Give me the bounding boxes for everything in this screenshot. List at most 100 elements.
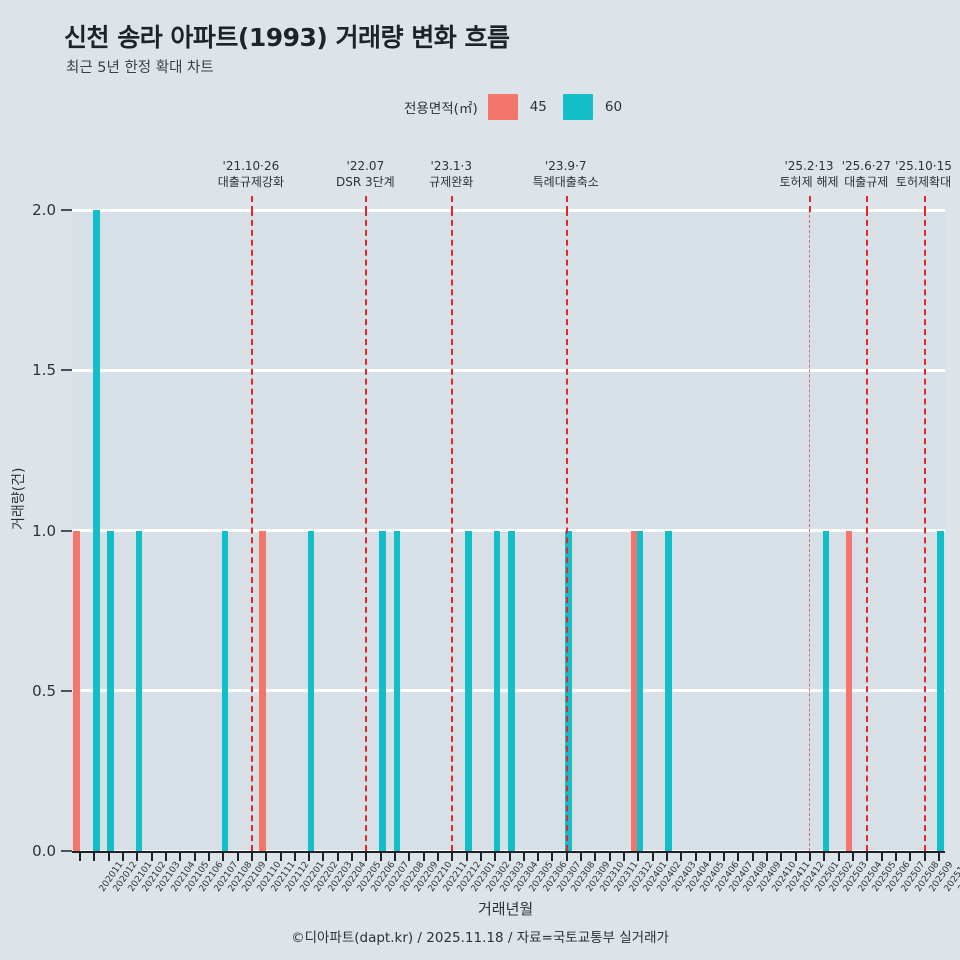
bar [631,530,638,851]
x-axis-tick [93,853,96,861]
x-axis-tick [794,853,797,861]
y-axis-tick [61,529,72,532]
x-axis-tick [107,853,110,861]
x-axis-tick [837,853,840,861]
bar [465,530,472,851]
x-axis-tick [250,853,253,861]
y-axis-tick-label: 0.5 [32,681,56,700]
x-axis-tick [780,853,783,861]
legend-swatch-45 [487,94,518,120]
x-axis-tick [322,853,325,861]
chart-legend: 전용면적(㎡) 45 60 [404,93,622,121]
x-axis-tick [279,853,282,861]
x-axis-tick [336,853,339,861]
x-axis-tick [508,853,511,861]
event-date: '21.10·26 [222,159,280,173]
bar [636,530,644,851]
x-axis-tick [923,853,926,861]
event-vline [809,210,811,851]
y-axis-tick [61,369,72,372]
bar [822,530,830,851]
event-vline-stub [866,196,869,212]
event-vline [451,210,454,851]
x-axis-tick [465,853,468,861]
event-vline [565,210,568,851]
bar [379,530,386,851]
y-axis-title: 거래량(건) [11,467,27,530]
x-axis-tick [637,853,640,861]
bar [665,530,672,851]
event-date: '23.1·3 [430,159,472,173]
x-axis-tick [122,853,125,861]
x-axis-tick [136,853,139,861]
x-axis-tick [236,853,239,861]
event-label: '25.2·13 토허제 해제 [729,158,889,190]
event-vline [250,210,253,851]
event-label: '22.07 DSR 3단계 [285,158,445,190]
x-axis-tick [622,853,625,861]
event-label: '25.10·15 토허제확대 [844,158,960,190]
x-axis-tick [866,853,869,861]
x-axis-line [72,851,945,853]
x-axis-tick [308,853,311,861]
legend-label-60: 60 [604,99,623,115]
event-label: '23.9·7 특례대출축소 [486,158,646,190]
x-axis-tick [494,853,497,861]
x-axis-tick [665,853,668,861]
x-axis-title: 거래년월 [478,900,534,918]
bar [135,530,143,851]
y-axis-tick [61,689,72,692]
x-axis-tick [351,853,354,861]
x-axis-tick [608,853,611,861]
y-axis-tick [61,850,72,852]
event-name: 대출규제강화 [217,175,285,190]
x-axis-tick [651,853,654,861]
event-date: '25.6·27 [841,159,891,173]
event-name: 특례대출축소 [532,175,599,190]
x-axis-tick [737,853,740,861]
event-vline-stub [565,196,568,212]
legend-label-45: 45 [529,99,547,115]
y-axis-tick-label: 2.0 [32,201,56,219]
x-axis-tick [379,853,382,861]
event-vline-stub [365,196,368,212]
x-axis-tick [751,853,754,861]
x-axis-tick [766,853,769,861]
x-axis-tick [723,853,726,861]
bar [937,530,944,851]
bar [259,530,266,851]
gridline [72,208,945,212]
bar [508,530,515,851]
x-axis-tick [708,853,711,861]
x-axis-tick [207,853,210,861]
bar [565,530,572,851]
event-date: '23.9·7 [545,159,587,173]
event-vline-stub [451,196,454,212]
event-name: 토허제확대 [895,175,952,190]
x-axis-tick [851,853,854,861]
bar [307,530,315,851]
x-axis-tick [265,853,268,861]
y-axis-tick-label: 0.0 [32,842,56,860]
x-axis-tick [594,853,597,861]
page-title: 신천 송라 아파트(1993) 거래량 변화 흐름 [64,23,510,52]
x-axis-tick [394,853,396,861]
event-vline-stub [923,196,926,212]
x-axis-tick [809,853,812,861]
x-axis-tick [565,853,568,861]
x-axis-tick [537,853,540,861]
y-axis-tick [61,209,72,211]
chart-subtitle: 최근 5년 한정 확대 차트 [66,60,214,76]
event-date: '25.10·15 [895,159,952,173]
x-axis-tick [193,853,196,861]
bar [107,530,114,851]
x-axis-tick [408,853,411,861]
legend-swatch-60 [562,94,593,120]
x-axis-tick [580,853,583,861]
x-axis-tick [451,853,454,861]
bar [221,530,229,851]
event-label: '23.1·3 규제완화 [371,158,531,190]
event-date: '22.07 [346,159,385,173]
x-axis-tick [222,853,225,861]
